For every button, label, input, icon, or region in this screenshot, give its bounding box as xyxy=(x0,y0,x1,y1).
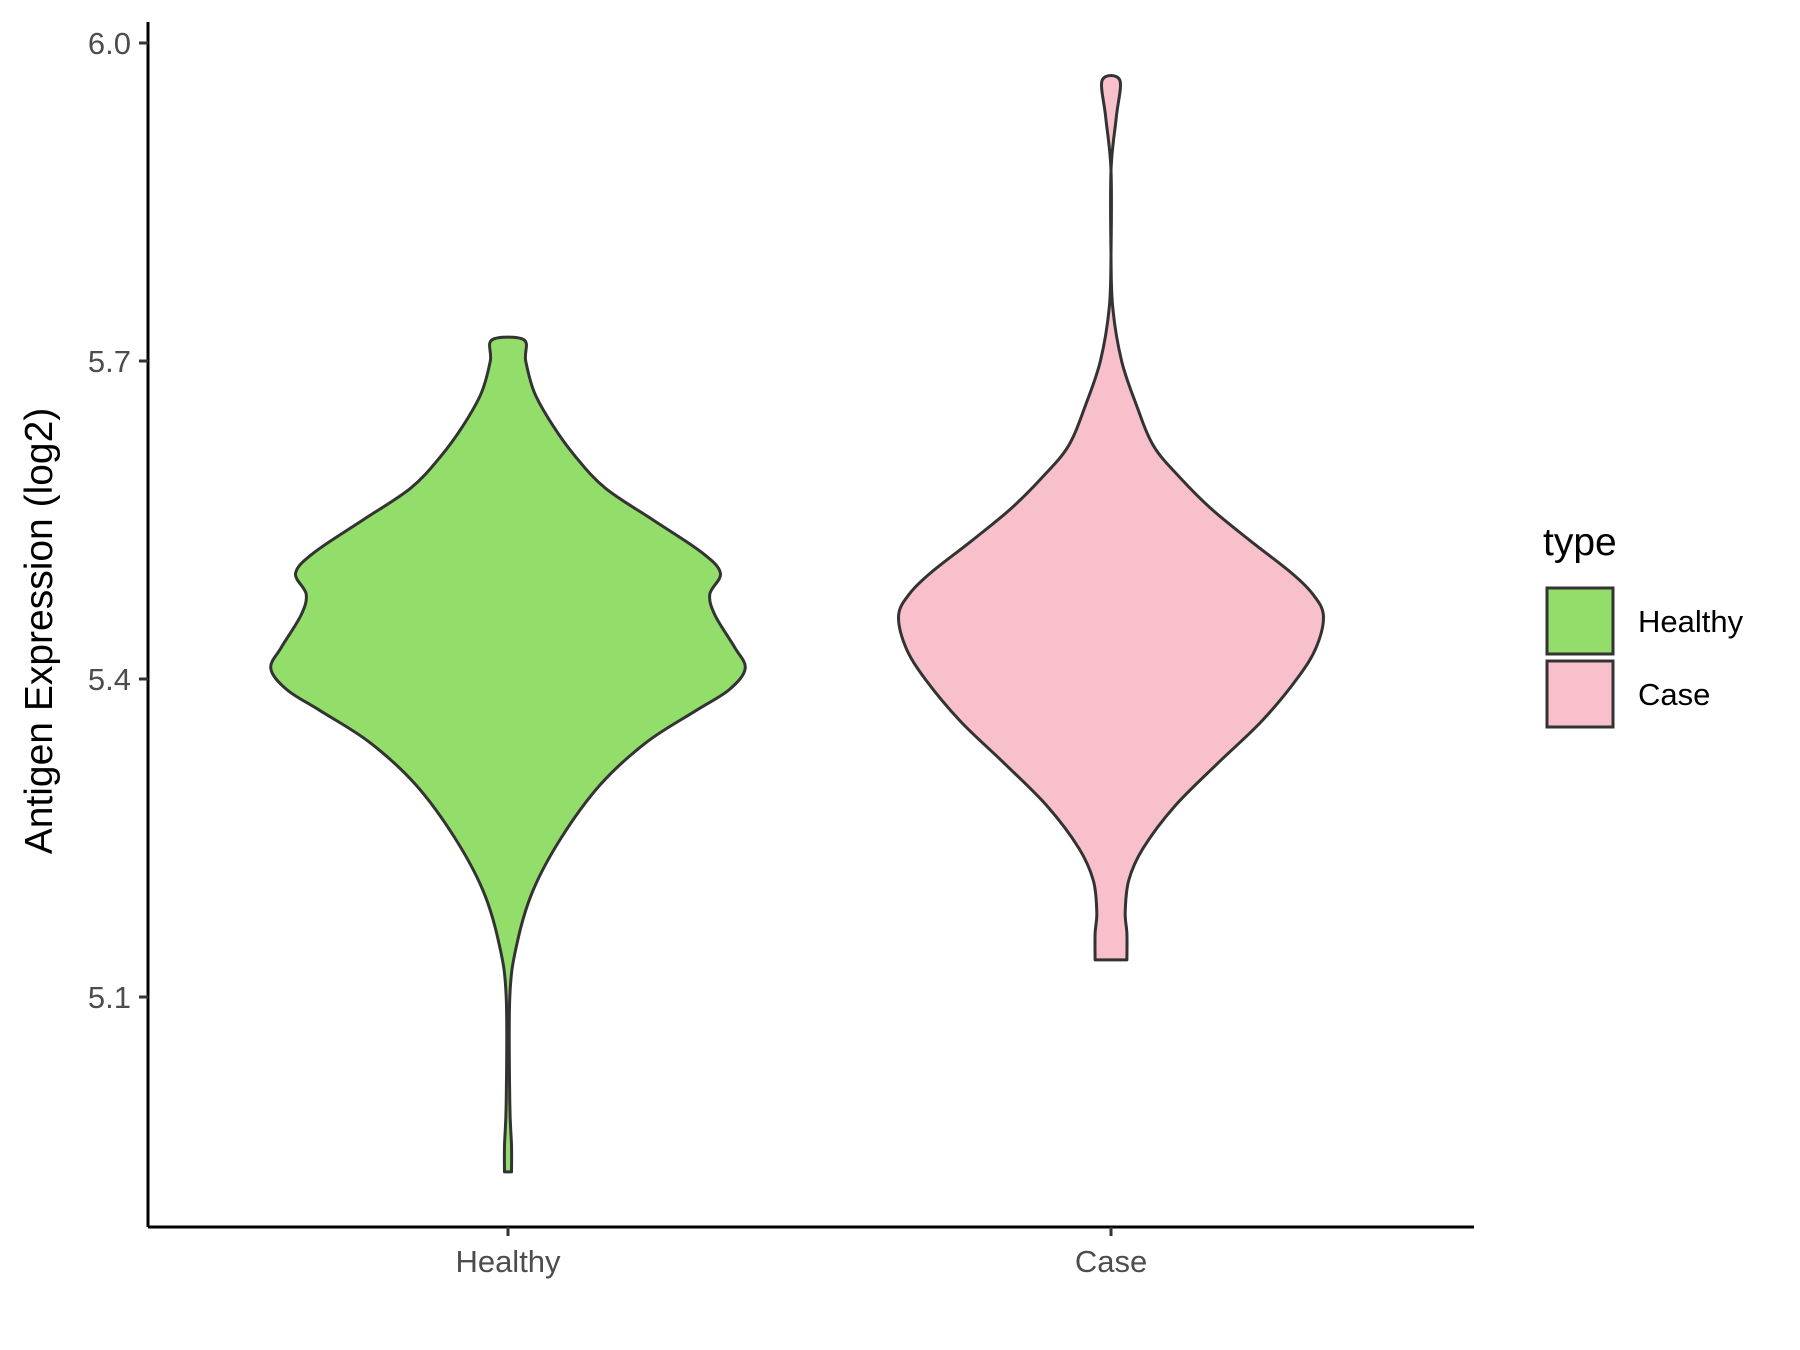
y-axis-title: Antigen Expression (log2) xyxy=(18,408,61,855)
legend-swatch-healthy xyxy=(1545,586,1615,656)
y-tick-label: 5.7 xyxy=(88,344,131,379)
legend: type Healthy Case xyxy=(1543,521,1744,729)
legend-label-healthy: Healthy xyxy=(1638,604,1744,639)
y-tick-label: 5.1 xyxy=(88,980,131,1015)
legend-label-case: Case xyxy=(1638,677,1710,712)
legend-title: type xyxy=(1543,521,1617,564)
legend-swatch-case xyxy=(1545,659,1615,729)
y-tick-label: 6.0 xyxy=(88,26,131,61)
x-axis: Healthy Case xyxy=(148,1225,1474,1279)
y-axis: 5.1 5.4 5.7 6.0 xyxy=(88,22,150,1227)
x-tick-label: Case xyxy=(1075,1244,1147,1279)
violin-layer xyxy=(269,73,1325,1174)
x-tick-label: Healthy xyxy=(455,1244,561,1279)
violin-case xyxy=(897,73,1325,962)
violin-healthy xyxy=(269,335,747,1174)
y-tick-label: 5.4 xyxy=(88,662,131,697)
